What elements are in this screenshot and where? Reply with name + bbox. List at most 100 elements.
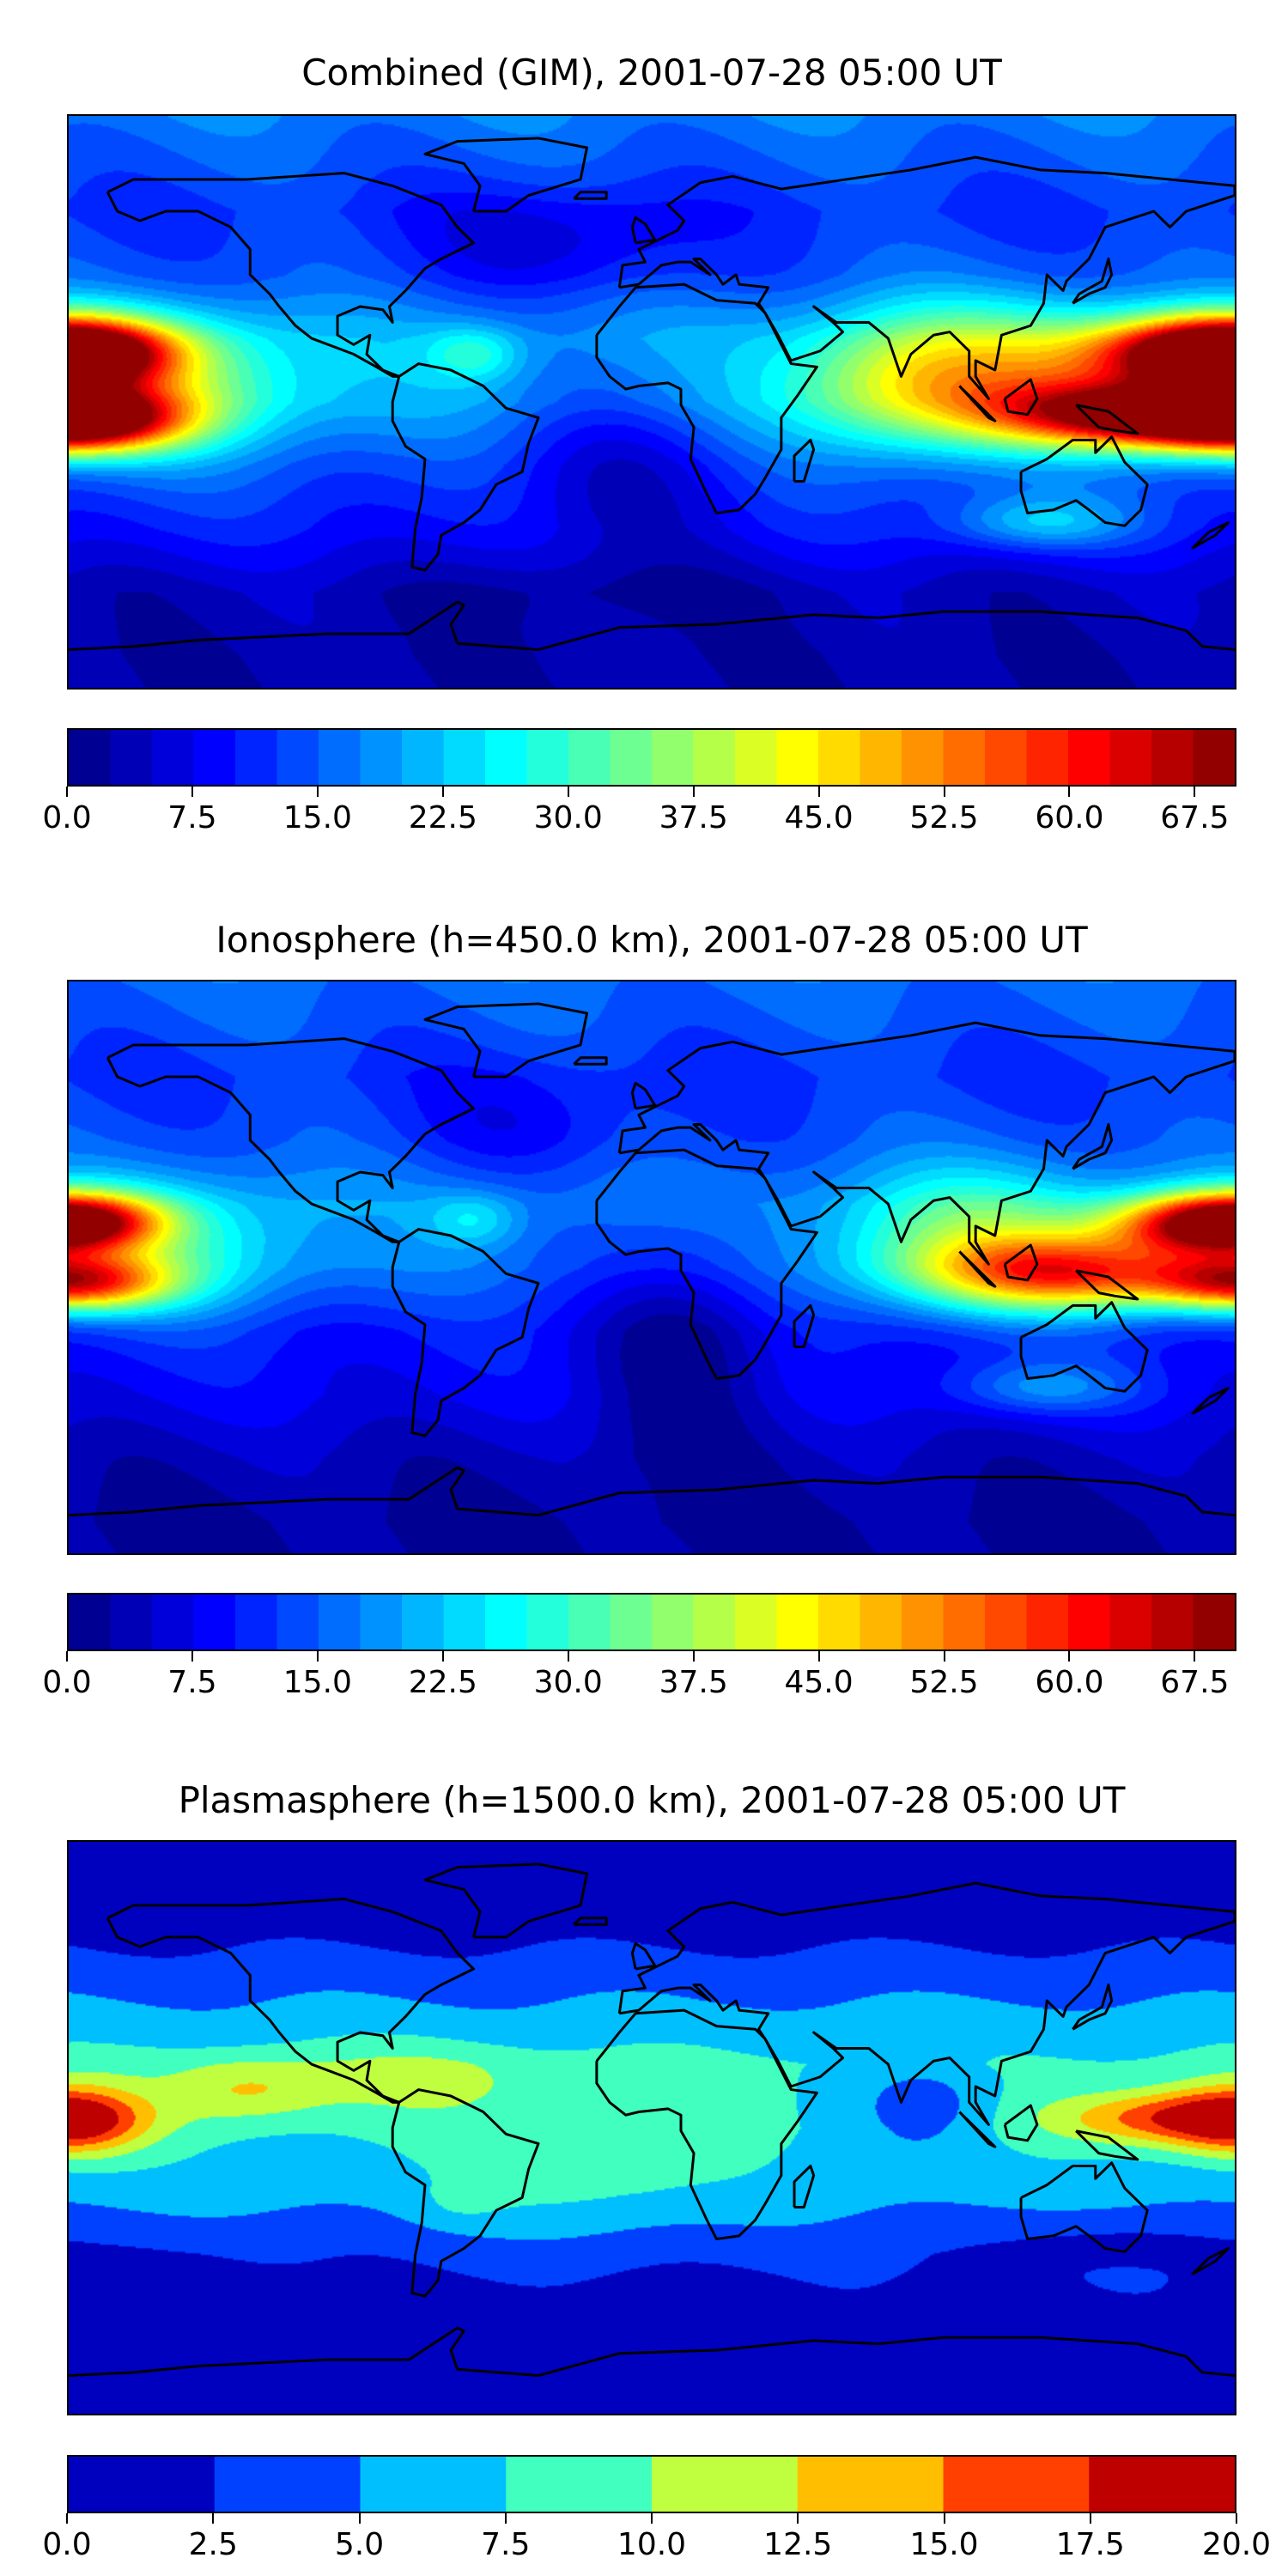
coastline-nz <box>1191 2247 1230 2275</box>
tick-label: 67.5 <box>1160 800 1230 835</box>
colorbar-level <box>193 1595 236 1649</box>
colorbar-level <box>485 1595 528 1649</box>
tick-label: 52.5 <box>909 1665 979 1700</box>
colorbar-level <box>776 1595 819 1649</box>
tick-mark <box>817 787 820 797</box>
coastline-ic <box>573 1917 608 1926</box>
colorbar-level <box>1026 1595 1069 1649</box>
tec-field-combined <box>69 116 1235 688</box>
colorbar-level <box>797 2457 945 2512</box>
colorbar-level <box>610 730 653 785</box>
colorbar-level <box>1193 1595 1235 1649</box>
map-combined <box>67 114 1236 690</box>
coastline-sa <box>391 2088 540 2298</box>
colorbar-level <box>568 1595 611 1649</box>
tick-label: 15.0 <box>283 1665 352 1700</box>
colorbar-level <box>1193 730 1235 785</box>
tick-label: 12.5 <box>763 2527 833 2562</box>
coastline-jp <box>1072 258 1114 305</box>
panel-title-ionosphere: Ionosphere (h=450.0 km), 2001-07-28 05:0… <box>216 919 1088 961</box>
coastline-au <box>1019 435 1149 527</box>
tick-label: 22.5 <box>408 800 477 835</box>
colorbar-level <box>69 1595 112 1649</box>
tick-mark <box>943 2513 945 2524</box>
colorbar-level <box>360 730 403 785</box>
coastline-ng <box>1075 2129 1139 2161</box>
coastline-na <box>106 172 476 378</box>
coastline-gl <box>423 137 589 213</box>
colorbar-level <box>776 730 819 785</box>
colorbar-ticks-plasmasphere: 0.0 2.5 5.0 7.5 10.0 12.5 15.0 17.5 20.0 <box>42 2513 1271 2565</box>
colorbar-level <box>360 2457 507 2512</box>
tick-label: 67.5 <box>1160 1665 1230 1700</box>
tick-label: 17.5 <box>1055 2527 1125 2562</box>
colorbar-level <box>652 2457 799 2512</box>
tec-field-ionosphere <box>69 981 1235 1553</box>
tick-label: 0.0 <box>42 1665 92 1700</box>
tick-label: 22.5 <box>408 1665 477 1700</box>
tick-label: 10.0 <box>617 2527 687 2562</box>
colorbar-level <box>152 730 195 785</box>
tick-label: 52.5 <box>909 800 979 835</box>
colorbar-level <box>110 730 153 785</box>
colorbar-level <box>860 1595 902 1649</box>
tick-label: 7.5 <box>481 2527 531 2562</box>
colorbar-level <box>319 730 361 785</box>
colorbar-level <box>943 1595 986 1649</box>
tick-label: 30.0 <box>533 1665 603 1700</box>
tick-mark <box>817 1651 820 1662</box>
colorbar-level <box>984 730 1028 785</box>
tick-mark <box>316 1651 319 1662</box>
colorbar-level <box>735 1595 778 1649</box>
coastline-na <box>106 1898 476 2104</box>
colorbar-level <box>693 1595 736 1649</box>
colorbar-level <box>735 730 778 785</box>
colorbar-level <box>443 1595 486 1649</box>
colorbar-level <box>526 730 569 785</box>
tick-label: 30.0 <box>533 800 603 835</box>
colorbar-level <box>69 2457 216 2512</box>
tick-label: 5.0 <box>334 2527 385 2562</box>
colorbar-ticks-combined: 0.0 7.5 15.0 22.5 30.0 37.5 45.0 52.5 60.0 67.5 <box>42 787 1236 838</box>
tick-label: 2.5 <box>188 2527 238 2562</box>
coastline-na <box>106 1037 476 1243</box>
map-ionosphere <box>67 980 1236 1555</box>
coastline-af <box>595 1148 818 1381</box>
colorbar-level <box>234 730 278 785</box>
tick-mark <box>943 1651 945 1662</box>
coastline-uk <box>630 1941 657 1971</box>
coastlines <box>69 1002 1235 1517</box>
coastline-jp <box>1072 1123 1114 1170</box>
tick-mark <box>316 787 319 797</box>
coastline-sa <box>391 1228 540 1437</box>
tick-mark <box>191 787 193 797</box>
coastline-su <box>958 385 997 422</box>
coastline-mg <box>793 438 816 483</box>
map-plasmasphere <box>67 1840 1236 2415</box>
colorbar-level <box>1109 1595 1152 1649</box>
coastline-sa <box>391 362 540 572</box>
coastlines <box>69 1862 1235 2378</box>
coastline-bo <box>1003 378 1039 416</box>
coastlines <box>69 137 1235 652</box>
tick-label: 0.0 <box>42 2527 92 2562</box>
coastline-eu <box>617 155 1235 400</box>
colorbar-level <box>401 1595 445 1649</box>
coastline-su <box>958 1250 997 1288</box>
colorbar-level <box>485 730 528 785</box>
tick-mark <box>567 1651 569 1662</box>
colorbar-ticks-ionosphere: 0.0 7.5 15.0 22.5 30.0 37.5 45.0 52.5 60.0 67.5 <box>42 1651 1236 1703</box>
tick-mark <box>943 787 945 797</box>
coastline-an <box>69 1466 1235 1517</box>
colorbar-level <box>984 1595 1028 1649</box>
colorbar-level <box>817 730 861 785</box>
coastline-uk <box>630 216 657 245</box>
colorbar-level <box>276 1595 319 1649</box>
coastline-an <box>69 600 1235 652</box>
tick-mark <box>1068 787 1071 797</box>
colorbar-plasmasphere <box>67 2455 1236 2513</box>
colorbar-level <box>902 730 945 785</box>
tick-mark <box>358 2513 361 2524</box>
colorbar-level <box>1068 1595 1111 1649</box>
tick-mark <box>797 2513 799 2524</box>
